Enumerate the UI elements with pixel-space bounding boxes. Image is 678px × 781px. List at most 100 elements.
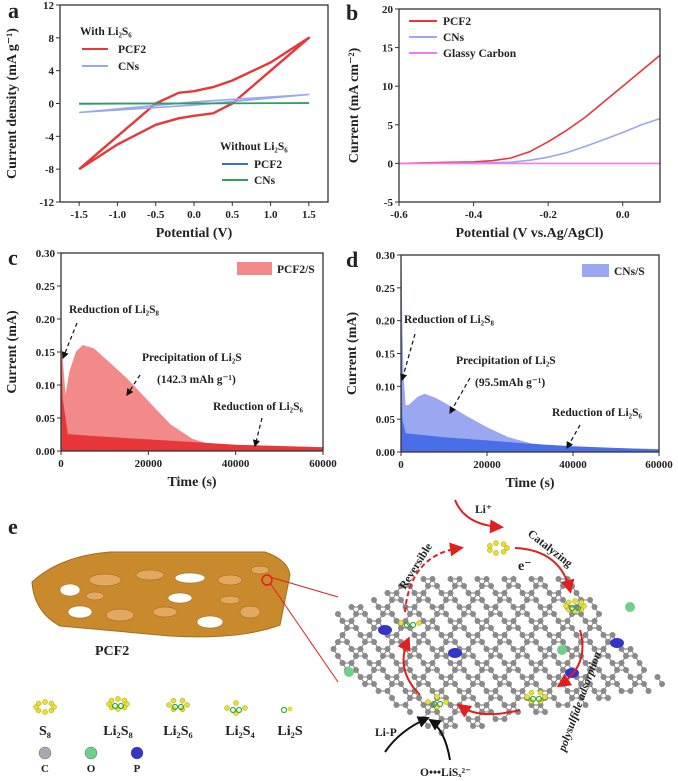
carbon-atom [402,688,409,694]
carbon-atom [461,611,467,617]
c-atom-icon [38,746,52,760]
carbon-atom [515,625,521,631]
carbon-atom [582,618,589,624]
carbon-atom [551,597,557,603]
carbon-atom [461,667,467,673]
carbon-atom [528,618,535,624]
carbon-atom [470,695,476,701]
carbon-atom [555,660,562,666]
carbon-atom [389,597,395,603]
y-tick-label: -4 [45,131,55,143]
polysulfide-adsorption-label: polysulfide adsorption [556,650,604,754]
carbon-atom [344,639,350,645]
carbon-atom [515,653,521,659]
carbon-atom [510,702,517,708]
phosphorus-atom [378,625,392,635]
carbon-atom [519,688,526,694]
line-series-cns [398,117,661,165]
o-atom-icon [84,746,98,760]
carbon-atom [506,667,512,673]
carbon-atom [654,674,661,680]
carbon-atom [348,646,355,652]
carbon-atom [533,681,539,687]
carbon-atom [497,639,503,645]
li2s6-molecule-icon [166,697,190,713]
carbon-atom [470,723,476,729]
lithium-atom [403,621,411,629]
carbon-atom [429,688,436,694]
carbon-atom [443,681,449,687]
carbon-atom [492,604,499,610]
y-tick-label: 0.10 [376,381,396,393]
carbon-atom [411,674,418,680]
sulfur-atom [425,699,431,705]
x-tick-label: 0 [58,458,64,470]
carbon-atom [398,625,404,631]
x-tick-label: 1.5 [302,209,316,221]
sulfur-atom [48,707,55,714]
annotation-text: Reduction of Li₂S₈ [404,314,495,326]
carbon-atom [474,632,481,638]
y-tick-label: -8 [45,164,55,176]
carbon-atom [533,625,539,631]
mechanism-schematic: PCF2 S₈ Li₂S₈ Li₂S₆ Li₂S₄ Li₂S C O P Li⁺ e⁻Catalyz… [31,499,665,779]
carbon-atom [348,604,355,610]
charts: -1.5 -1.0 -0.5 0.0 0.5 1.0 1.5 -12 -8 -4 0 4 8 12 Pote… [5,0,673,491]
y-tick-label: 0 [388,158,394,170]
carbon-atom [420,576,427,582]
carbon-atom [614,667,620,673]
carbon-atom [447,590,454,596]
atom-label: O [87,763,96,775]
carbon-atom [407,695,413,701]
carbon-atom [497,681,503,687]
carbon-atom [461,625,467,631]
zoom-circle [261,574,273,586]
annotation-text: Precipitation of Li₂S [456,355,556,367]
carbon-atom [641,667,647,673]
carbon-atom [411,646,418,652]
carbon-atom [366,674,373,680]
carbon-atom [470,639,476,645]
carbon-atom [587,597,593,603]
y-axis-label: Current density (mA g⁻¹) [5,28,20,179]
carbon-atom [465,646,472,652]
annotation-arrow [400,333,416,382]
carbon-atom [551,639,557,645]
carbon-atom [447,716,454,722]
carbon-atom [438,716,445,722]
y-tick-label: 0.20 [376,316,396,328]
carbon-atom [447,674,454,680]
x-tick-label: 20000 [473,459,501,471]
carbon-atom [578,611,584,617]
carbon-atom [533,667,539,673]
carbon-atom [605,653,611,659]
carbon-atom [425,681,431,687]
zoom-line [269,576,339,598]
x-tick-label: 0 [398,459,404,471]
carbon-atom [555,590,562,596]
carbon-atom [375,646,382,652]
sulfur-atom [542,694,548,700]
carbon-atom [407,667,413,673]
y-tick-label: 0 [49,99,55,111]
carbon-atom [627,674,634,680]
carbon-atom [542,667,548,673]
carbon-atom [465,688,472,694]
carbon-atom [600,646,607,652]
carbon-atom [416,639,422,645]
carbon-atom [501,660,508,666]
sulfur-atom [35,700,42,707]
carbon-atom [411,632,418,638]
carbon-atom [465,632,472,638]
carbon-atom [483,646,490,652]
carbon-atom [492,590,499,596]
pore [174,572,206,584]
pore [85,591,105,601]
x-tick-label: 0.0 [616,209,630,221]
carbon-atom [528,576,535,582]
carbon-atom [506,625,512,631]
carbon-atom [389,681,395,687]
carbon-atom [510,660,517,666]
carbon-atom [618,660,625,666]
